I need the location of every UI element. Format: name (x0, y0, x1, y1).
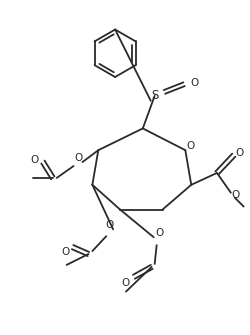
Text: O: O (155, 228, 163, 238)
Text: O: O (189, 78, 198, 88)
Text: O: O (235, 148, 243, 158)
Text: O: O (122, 278, 130, 288)
Text: O: O (105, 220, 113, 230)
Text: S: S (150, 89, 158, 102)
Text: O: O (30, 155, 38, 165)
Text: O: O (74, 153, 82, 163)
Text: O: O (231, 190, 239, 200)
Text: O: O (186, 141, 194, 151)
Text: O: O (61, 247, 70, 257)
